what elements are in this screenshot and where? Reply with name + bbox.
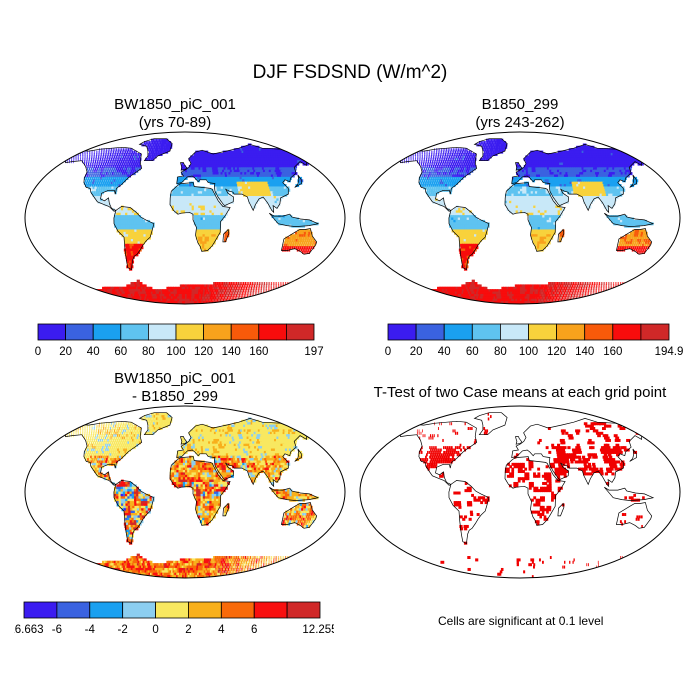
colorbar-3-swatch-5 — [188, 601, 222, 619]
map-panel-4-outline — [359, 405, 681, 579]
panel-1-title: BW1850_piC_001 (yrs 70-89) — [20, 96, 330, 132]
map-panel-3 — [24, 405, 346, 579]
colorbar-1-label-6: 120 — [194, 346, 213, 358]
colorbar-1-label-1: 20 — [59, 346, 72, 358]
colorbar-2-label-0: 0 — [385, 346, 391, 358]
map-panel-3-outline — [24, 405, 346, 579]
colorbar-2-label-3: 60 — [466, 346, 479, 358]
colorbar-3-label-1: -6 — [52, 624, 62, 636]
colorbar-2-swatch-1 — [415, 323, 445, 341]
colorbar-1-swatch-8 — [258, 323, 287, 341]
colorbar-2-label-6: 120 — [547, 346, 566, 358]
colorbar-1-swatch-5 — [175, 323, 205, 341]
panel-1-title-line1: BW1850_piC_001 — [114, 96, 236, 113]
colorbar-2-label-1: 20 — [410, 346, 423, 358]
colorbar-2-swatch-2 — [443, 323, 473, 341]
map-panel-1-outline — [24, 131, 346, 305]
colorbar-2-label-8: 160 — [603, 346, 622, 358]
colorbar-2-swatch-5 — [528, 323, 558, 341]
panel-3-title-line1: BW1850_piC_001 — [114, 370, 236, 387]
map-panel-4-field — [410, 412, 649, 578]
map-panel-3-coastlines — [64, 412, 320, 545]
colorbar-2-swatch-4 — [500, 323, 529, 341]
colorbar-2-label-5: 100 — [519, 346, 538, 358]
map-panel-1 — [24, 131, 346, 305]
significance-note: Cells are significant at 0.1 level — [438, 614, 604, 628]
colorbar-3-swatch-6 — [220, 601, 255, 619]
panel-4-title: T-Test of two Case means at each grid po… — [350, 384, 690, 402]
colorbar-2-swatch-3 — [471, 323, 501, 341]
panel-4-title-line1: T-Test of two Case means at each grid po… — [373, 384, 667, 401]
colorbar-1-label-3: 60 — [114, 346, 127, 358]
colorbar-3-swatch-8 — [286, 601, 321, 619]
colorbar-3-label-4: 0 — [152, 624, 158, 636]
colorbar-2: 0 20 40 60 80 100 120 140 160 194.9 — [385, 323, 683, 358]
colorbar-2-label-2: 40 — [438, 346, 451, 358]
panel-1-title-line2: (yrs 70-89) — [138, 114, 212, 131]
colorbar-1-label-2: 40 — [87, 346, 100, 358]
colorbar-3-swatch-2 — [89, 601, 124, 619]
colorbar-3-swatch-3 — [122, 601, 156, 619]
colorbar-2-swatch-6 — [556, 323, 586, 341]
colorbar-3-swatch-0 — [23, 601, 58, 619]
colorbar-1-label-8: 160 — [249, 346, 268, 358]
panel-3-title-line2: - B1850_299 — [132, 388, 218, 405]
colorbar-1-label-0: 0 — [35, 346, 41, 358]
map-panel-1-coastlines — [64, 138, 320, 271]
map-panel-2-coastlines — [399, 138, 655, 271]
colorbar-3-label-3: -2 — [118, 624, 128, 636]
map-panel-4 — [359, 405, 681, 579]
colorbar-1-swatch-4 — [148, 323, 177, 341]
panel-3-title: BW1850_piC_001 - B1850_299 — [20, 370, 330, 406]
map-panel-1-field — [65, 138, 319, 304]
colorbar-1-label-5: 100 — [166, 346, 185, 358]
colorbar-3-label-8: 12.255 — [302, 624, 334, 636]
panel-2-title-line2: (yrs 243-262) — [475, 114, 565, 131]
colorbar-3-swatch-1 — [56, 601, 91, 619]
map-panel-2-field — [400, 138, 654, 304]
colorbar-2-swatch-7 — [584, 323, 614, 341]
map-panel-2-outline — [359, 131, 681, 305]
colorbar-3-label-2: -4 — [85, 624, 96, 636]
colorbar-3: -16.663 -6 -4 -2 0 2 4 6 12.255 — [14, 601, 334, 636]
colorbar-1-swatch-1 — [65, 323, 94, 341]
colorbar-3-label-7: 6 — [251, 624, 257, 636]
colorbar-3-label-5: 2 — [185, 624, 191, 636]
colorbar-3-label-6: 4 — [218, 624, 225, 636]
colorbar-2-swatch-0 — [387, 323, 417, 341]
colorbar-1-swatch-0 — [37, 323, 67, 341]
colorbar-1-label-7: 140 — [222, 346, 241, 358]
colorbar-1-swatch-6 — [203, 323, 232, 341]
colorbar-2-swatch-9 — [640, 323, 670, 341]
figure-title: DJF FSDSND (W/m^2) — [252, 62, 448, 83]
colorbar-3-swatch-7 — [253, 601, 288, 619]
colorbar-2-swatch-8 — [612, 323, 642, 341]
colorbar-2-label-7: 140 — [575, 346, 594, 358]
map-panel-2 — [359, 131, 681, 305]
colorbar-1-swatch-3 — [120, 323, 149, 341]
colorbar-1-swatch-7 — [230, 323, 260, 341]
colorbar-1-swatch-2 — [92, 323, 122, 341]
colorbar-2-label-9: 194.9 — [655, 346, 683, 358]
colorbar-1: 0 20 40 60 80 100 120 140 160 197 — [35, 323, 324, 358]
map-panel-4-coastlines — [399, 412, 655, 545]
map-panel-3-field — [65, 412, 319, 578]
panel-2-title-line1: B1850_299 — [481, 96, 559, 113]
panel-2-title: B1850_299 (yrs 243-262) — [350, 96, 690, 132]
colorbar-1-label-4: 80 — [142, 346, 155, 358]
colorbar-1-swatch-9 — [285, 323, 315, 341]
colorbar-2-label-4: 80 — [494, 346, 507, 358]
colorbar-3-label-0: -16.663 — [14, 624, 44, 636]
colorbar-3-swatch-4 — [155, 601, 189, 619]
colorbar-1-label-9: 197 — [304, 346, 323, 358]
